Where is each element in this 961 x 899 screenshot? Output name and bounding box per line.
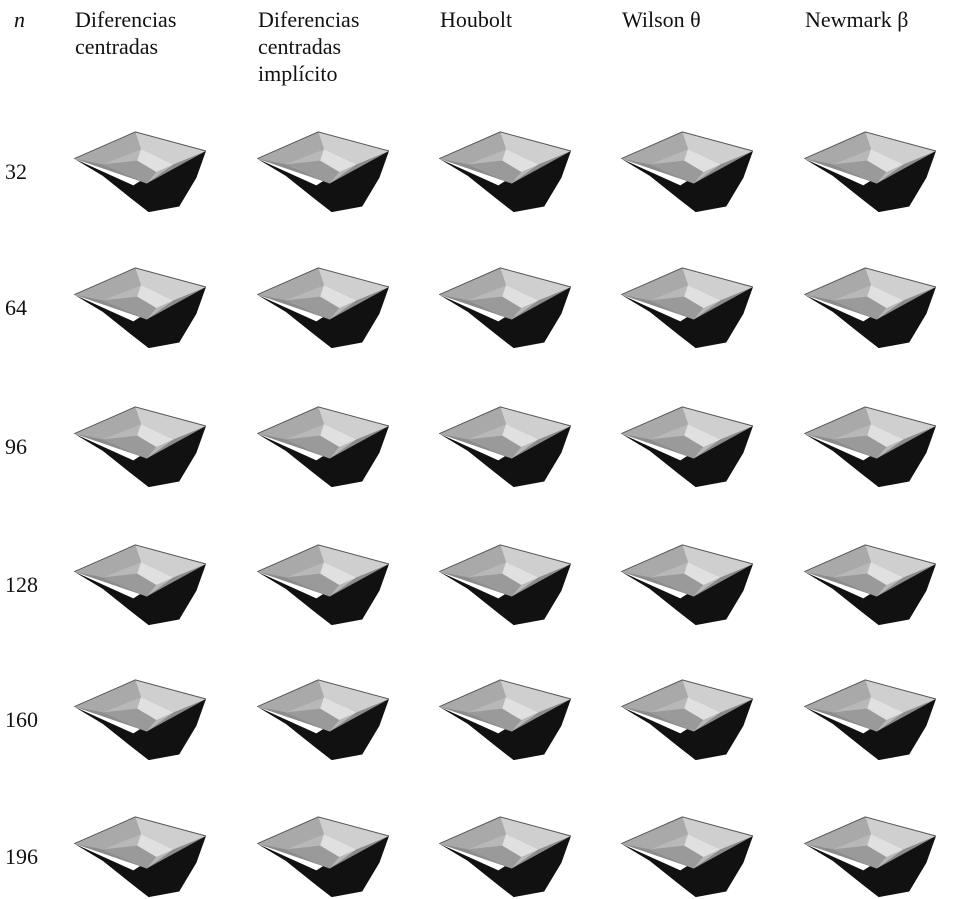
row-label: 32 — [5, 159, 27, 184]
surface-plot — [256, 266, 392, 352]
surface — [439, 407, 571, 487]
surface-plot — [256, 543, 392, 629]
surface — [804, 680, 936, 760]
surface — [439, 680, 571, 760]
row-label: 128 — [5, 572, 38, 597]
surface — [257, 268, 389, 348]
surface — [804, 268, 936, 348]
surface-plot — [803, 405, 939, 491]
surface-plot — [438, 266, 574, 352]
surface — [74, 407, 206, 487]
surface-plot — [256, 815, 392, 899]
row-label: 96 — [5, 434, 27, 459]
surface-plot — [620, 815, 756, 899]
surface-plot — [620, 543, 756, 629]
surface-plot — [803, 678, 939, 764]
surface-plot — [73, 678, 209, 764]
surface-plot — [803, 266, 939, 352]
row-label: 160 — [5, 707, 38, 732]
surface — [621, 817, 753, 897]
surface — [257, 132, 389, 212]
surface-plot — [620, 405, 756, 491]
row-label: 64 — [5, 295, 27, 320]
surface — [621, 268, 753, 348]
row-label: 196 — [5, 844, 38, 869]
surface-plot — [256, 405, 392, 491]
column-header: Diferencias centradas — [75, 7, 177, 59]
surface-plot — [73, 543, 209, 629]
surface — [257, 680, 389, 760]
surface — [257, 817, 389, 897]
column-header: Houbolt — [440, 7, 513, 32]
surface — [621, 132, 753, 212]
surface — [257, 407, 389, 487]
surface — [74, 268, 206, 348]
surface-plot — [803, 815, 939, 899]
surface-plot — [620, 266, 756, 352]
surface-plot — [73, 130, 209, 216]
surface-plot — [803, 543, 939, 629]
n-header: n — [14, 7, 25, 32]
surface — [439, 132, 571, 212]
surface — [804, 545, 936, 625]
surface-plot — [438, 543, 574, 629]
surface-plot — [620, 130, 756, 216]
column-header: Diferencias centradas implícito — [258, 7, 360, 86]
surface-plot — [438, 405, 574, 491]
surface — [621, 407, 753, 487]
surface-plot — [256, 130, 392, 216]
surface-plot — [73, 815, 209, 899]
surface-plot — [73, 266, 209, 352]
surface — [804, 817, 936, 897]
surface — [804, 407, 936, 487]
surface — [439, 545, 571, 625]
column-header: Newmark β — [805, 7, 909, 32]
surface-plot — [803, 130, 939, 216]
surface — [439, 817, 571, 897]
surface — [621, 680, 753, 760]
surface — [74, 680, 206, 760]
surface — [804, 132, 936, 212]
surface-plot — [620, 678, 756, 764]
surface-plot — [73, 405, 209, 491]
surface — [74, 545, 206, 625]
surface-plot — [438, 815, 574, 899]
surface — [74, 817, 206, 897]
column-header: Wilson θ — [622, 7, 701, 32]
surface — [74, 132, 206, 212]
surface-plot — [256, 678, 392, 764]
surface-plot — [438, 130, 574, 216]
surface — [257, 545, 389, 625]
surface — [621, 545, 753, 625]
surface — [439, 268, 571, 348]
surface-plot — [438, 678, 574, 764]
